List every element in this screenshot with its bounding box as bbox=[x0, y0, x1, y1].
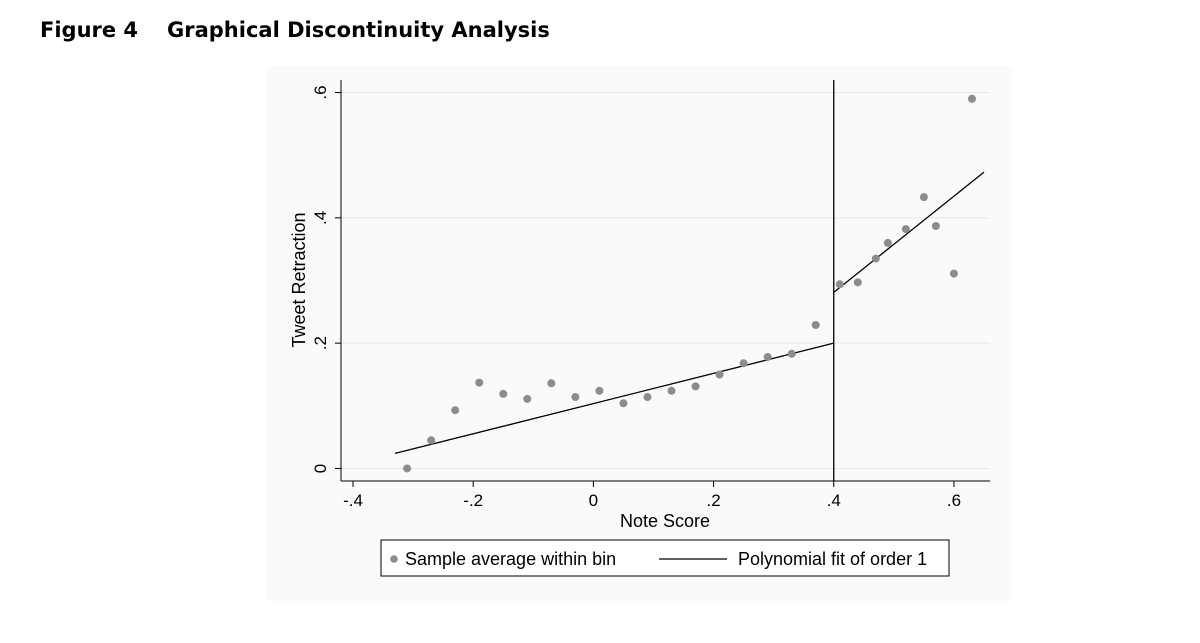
figure-label: Figure 4 bbox=[40, 18, 139, 42]
data-point bbox=[967, 94, 976, 103]
data-point bbox=[811, 320, 820, 329]
data-point bbox=[949, 269, 958, 278]
data-point bbox=[475, 378, 484, 387]
y-axis-title: Tweet Retraction bbox=[289, 212, 309, 347]
data-point bbox=[691, 382, 700, 391]
legend-box bbox=[380, 539, 950, 577]
figure-header: Figure 4 Graphical Discontinuity Analysis bbox=[40, 18, 550, 42]
x-tick-label-3: .2 bbox=[706, 491, 720, 510]
x-tick-label-4: .4 bbox=[827, 491, 841, 510]
data-point bbox=[451, 406, 460, 415]
data-point bbox=[835, 280, 844, 289]
data-point bbox=[427, 436, 436, 445]
scatter-points bbox=[403, 94, 976, 473]
x-axis-title: Note Score bbox=[620, 511, 710, 531]
data-point bbox=[739, 359, 748, 368]
legend-scatter-marker bbox=[390, 555, 398, 563]
grid-lines bbox=[341, 92, 990, 469]
legend-label-scatter: Sample average within bin bbox=[405, 549, 616, 569]
fit-line-right bbox=[833, 171, 985, 293]
x-ticks: -.4 -.2 0 .2 .4 .6 bbox=[343, 481, 961, 510]
x-tick-label-0: -.4 bbox=[343, 491, 363, 510]
y-tick-label-3: .6 bbox=[311, 85, 330, 99]
y-tick-label-1: .2 bbox=[311, 336, 330, 350]
data-point bbox=[499, 389, 508, 398]
x-tick-label-1: -.2 bbox=[463, 491, 483, 510]
data-point bbox=[595, 386, 604, 395]
data-point bbox=[853, 278, 862, 287]
data-point bbox=[643, 393, 652, 402]
data-point bbox=[523, 394, 532, 403]
data-point bbox=[667, 386, 676, 395]
y-tick-label-0: 0 bbox=[311, 464, 330, 473]
x-tick-label-2: 0 bbox=[589, 491, 598, 510]
data-point bbox=[901, 225, 910, 234]
y-tick-label-2: .4 bbox=[311, 211, 330, 225]
x-tick-label-5: .6 bbox=[947, 491, 961, 510]
data-point bbox=[871, 254, 880, 263]
data-point bbox=[715, 370, 724, 379]
legend-label-line: Polynomial fit of order 1 bbox=[738, 549, 927, 569]
data-point bbox=[763, 352, 772, 361]
data-point bbox=[919, 193, 928, 202]
data-point bbox=[883, 238, 892, 247]
data-point bbox=[787, 349, 796, 358]
plot-background bbox=[267, 66, 1012, 601]
data-point bbox=[931, 221, 940, 230]
data-point bbox=[547, 379, 556, 388]
figure-title: Graphical Discontinuity Analysis bbox=[167, 18, 550, 42]
fit-lines bbox=[394, 171, 985, 455]
data-point bbox=[403, 464, 412, 473]
y-ticks: 0 .2 .4 .6 bbox=[311, 85, 341, 473]
data-point bbox=[571, 393, 580, 402]
data-point bbox=[619, 399, 628, 408]
legend: Sample average within bin Polynomial fit… bbox=[380, 539, 950, 577]
fit-line-left bbox=[394, 342, 834, 455]
axes bbox=[340, 80, 990, 482]
